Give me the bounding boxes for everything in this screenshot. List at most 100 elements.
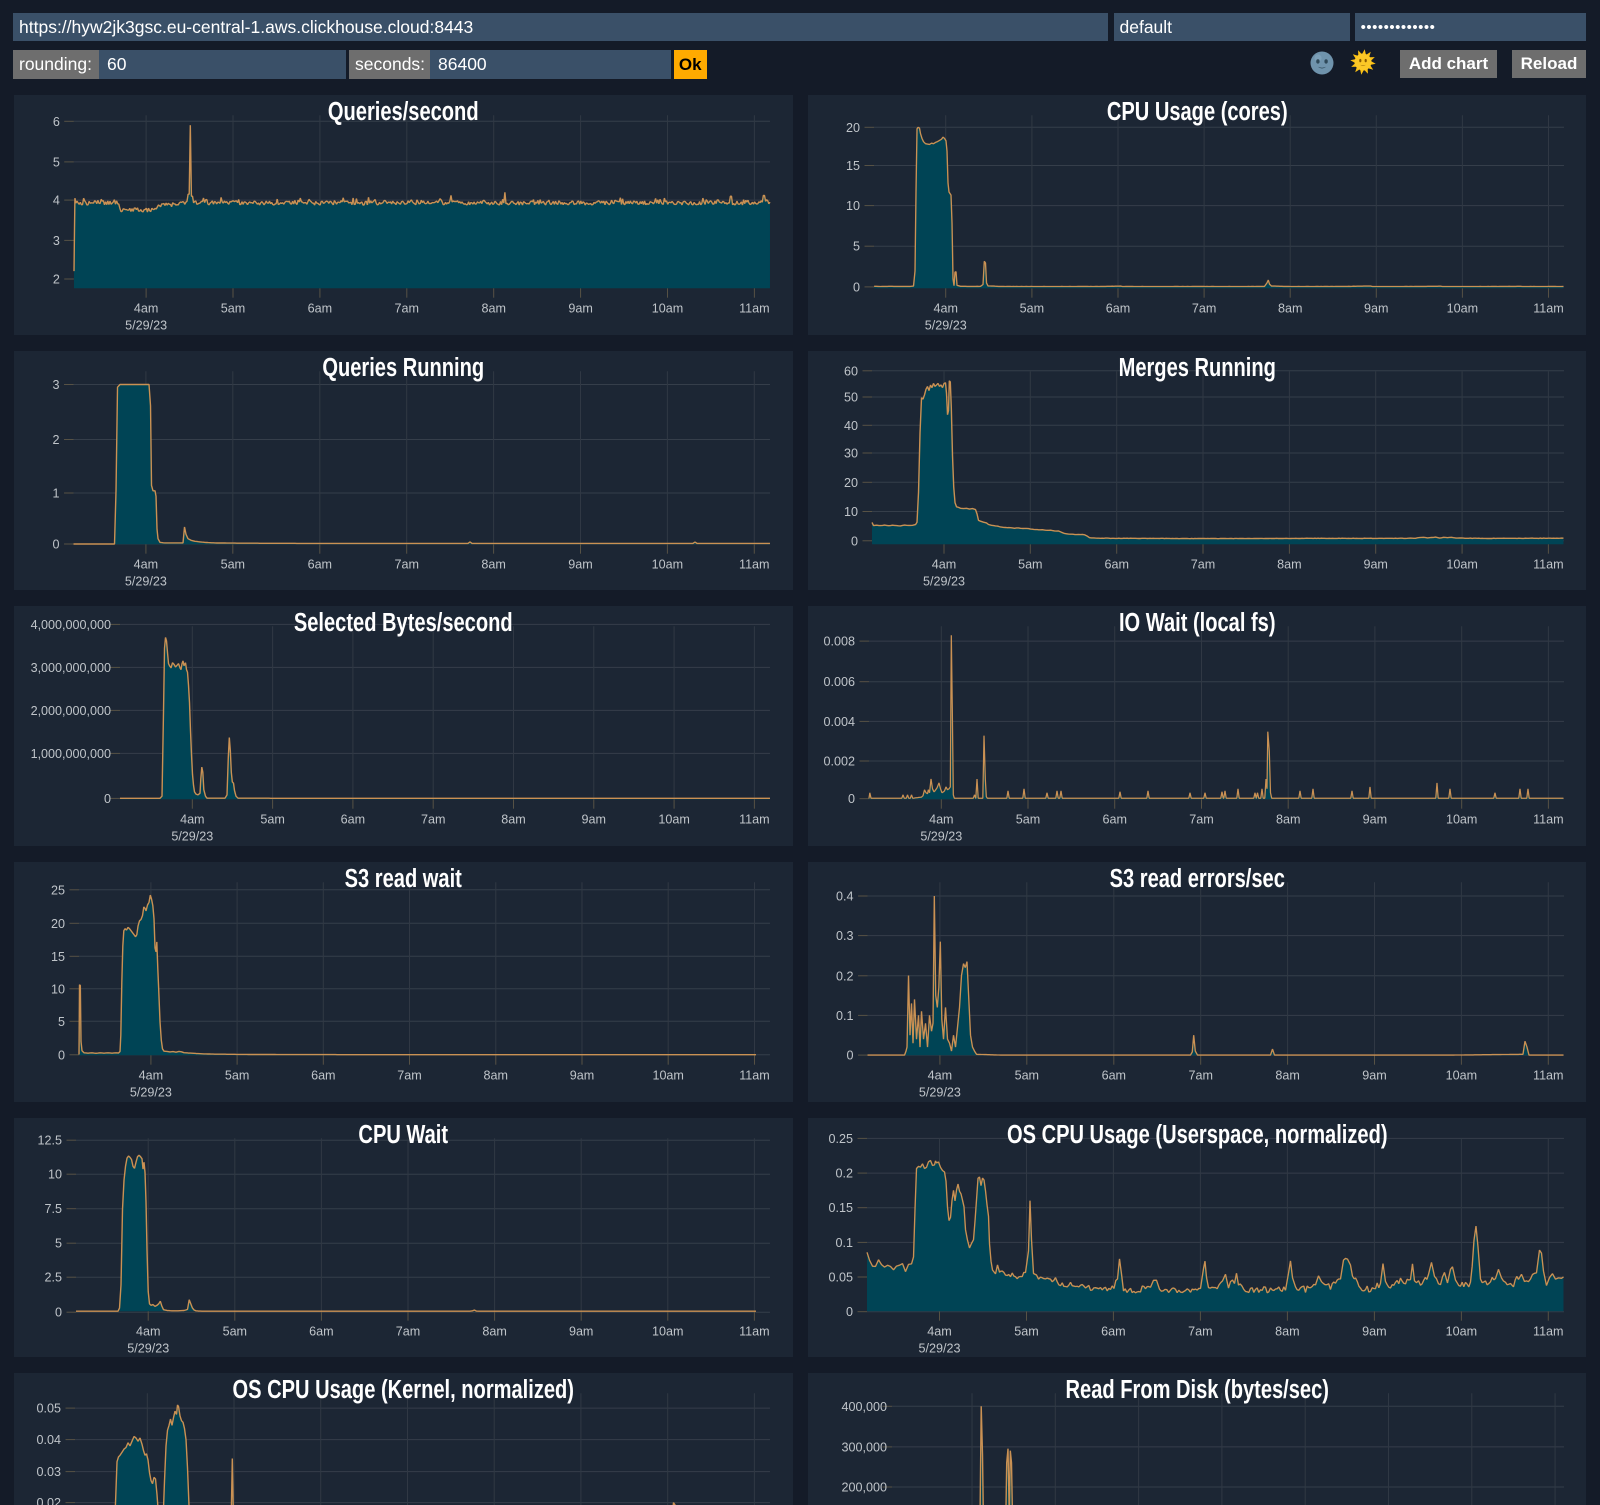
svg-text:5am: 5am xyxy=(1019,302,1043,316)
svg-text:5: 5 xyxy=(53,155,60,169)
svg-text:CPU Wait: CPU Wait xyxy=(358,1119,448,1148)
svg-text:11am: 11am xyxy=(739,1324,770,1338)
svg-text:0.05: 0.05 xyxy=(828,1270,852,1284)
svg-text:10: 10 xyxy=(51,982,65,996)
svg-text:5/29/23: 5/29/23 xyxy=(918,1086,960,1100)
svg-text:0: 0 xyxy=(851,534,858,548)
svg-text:15: 15 xyxy=(846,159,860,173)
svg-text:0: 0 xyxy=(53,537,60,551)
svg-text:9am: 9am xyxy=(568,557,592,571)
svg-text:5/29/23: 5/29/23 xyxy=(130,1086,172,1100)
svg-text:0.04: 0.04 xyxy=(37,1433,61,1447)
svg-text:OS CPU Usage (Userspace, norma: OS CPU Usage (Userspace, normalized) xyxy=(1006,1119,1387,1148)
svg-text:4am: 4am xyxy=(134,302,158,316)
svg-text:0: 0 xyxy=(58,1048,65,1062)
svg-text:5am: 5am xyxy=(225,1069,249,1083)
svg-text:4am: 4am xyxy=(927,1069,951,1083)
svg-text:10am: 10am xyxy=(1446,557,1477,571)
svg-text:0.2: 0.2 xyxy=(835,1166,853,1180)
svg-text:5/29/23: 5/29/23 xyxy=(924,319,966,333)
svg-text:6: 6 xyxy=(53,115,60,129)
svg-text:20: 20 xyxy=(844,475,858,489)
svg-text:9am: 9am xyxy=(570,1069,594,1083)
svg-text:4am: 4am xyxy=(180,813,204,827)
svg-text:7am: 7am xyxy=(397,1069,421,1083)
svg-text:10: 10 xyxy=(846,199,860,213)
svg-text:0.006: 0.006 xyxy=(823,676,854,690)
svg-text:5/29/23: 5/29/23 xyxy=(918,1341,960,1355)
svg-text:11am: 11am xyxy=(1533,302,1564,316)
svg-text:5/29/23: 5/29/23 xyxy=(127,1341,169,1355)
svg-text:3: 3 xyxy=(53,234,60,248)
svg-text:8am: 8am xyxy=(1275,813,1299,827)
svg-text:11am: 11am xyxy=(739,1069,770,1083)
svg-text:5/29/23: 5/29/23 xyxy=(171,830,213,844)
svg-text:5am: 5am xyxy=(221,557,245,571)
svg-text:9am: 9am xyxy=(1362,1069,1386,1083)
svg-text:7am: 7am xyxy=(396,1324,420,1338)
svg-text:30: 30 xyxy=(844,446,858,460)
svg-text:0.15: 0.15 xyxy=(828,1201,852,1215)
svg-text:5am: 5am xyxy=(1018,557,1042,571)
svg-text:0.05: 0.05 xyxy=(37,1402,61,1416)
svg-text:0.02: 0.02 xyxy=(37,1496,61,1505)
svg-text:0: 0 xyxy=(104,792,111,806)
svg-text:6am: 6am xyxy=(309,1324,333,1338)
svg-text:6am: 6am xyxy=(1101,1324,1125,1338)
svg-text:0: 0 xyxy=(848,793,855,807)
svg-text:11am: 11am xyxy=(1533,813,1564,827)
svg-text:8am: 8am xyxy=(501,813,525,827)
svg-text:3: 3 xyxy=(53,378,60,392)
svg-text:4am: 4am xyxy=(931,557,955,571)
svg-text:6am: 6am xyxy=(341,813,365,827)
svg-text:0: 0 xyxy=(846,1049,853,1063)
svg-text:15: 15 xyxy=(51,950,65,964)
svg-text:10am: 10am xyxy=(652,557,683,571)
svg-text:6am: 6am xyxy=(311,1069,335,1083)
svg-text:IO Wait (local fs): IO Wait (local fs) xyxy=(1118,608,1275,637)
svg-text:2.5: 2.5 xyxy=(45,1270,63,1284)
svg-text:10am: 10am xyxy=(652,1069,683,1083)
svg-text:7am: 7am xyxy=(394,557,418,571)
svg-text:6am: 6am xyxy=(308,302,332,316)
svg-text:5: 5 xyxy=(55,1236,62,1250)
svg-text:9am: 9am xyxy=(1362,813,1386,827)
svg-text:6am: 6am xyxy=(308,557,332,571)
svg-text:10am: 10am xyxy=(1445,1069,1476,1083)
svg-text:4,000,000,000: 4,000,000,000 xyxy=(31,618,111,632)
svg-text:9am: 9am xyxy=(1363,557,1387,571)
svg-text:7am: 7am xyxy=(1188,1069,1212,1083)
svg-text:11am: 11am xyxy=(739,813,770,827)
svg-text:40: 40 xyxy=(844,418,858,432)
svg-text:7.5: 7.5 xyxy=(45,1202,63,1216)
svg-text:1: 1 xyxy=(53,486,60,500)
svg-text:0: 0 xyxy=(853,280,860,294)
svg-text:5am: 5am xyxy=(1015,813,1039,827)
svg-text:5/29/23: 5/29/23 xyxy=(920,830,962,844)
svg-text:8am: 8am xyxy=(481,557,505,571)
svg-text:4am: 4am xyxy=(139,1069,163,1083)
svg-text:10: 10 xyxy=(844,505,858,519)
svg-text:8am: 8am xyxy=(484,1069,508,1083)
svg-text:0: 0 xyxy=(846,1305,853,1319)
svg-text:3,000,000,000: 3,000,000,000 xyxy=(31,661,111,675)
svg-text:10: 10 xyxy=(48,1167,62,1181)
svg-text:4am: 4am xyxy=(929,813,953,827)
svg-text:50: 50 xyxy=(844,390,858,404)
svg-text:7am: 7am xyxy=(1190,557,1214,571)
svg-text:7am: 7am xyxy=(1189,813,1213,827)
svg-text:Queries Running: Queries Running xyxy=(322,352,484,381)
svg-text:0.1: 0.1 xyxy=(835,1236,853,1250)
svg-text:5/29/23: 5/29/23 xyxy=(125,574,167,588)
svg-text:5am: 5am xyxy=(1014,1069,1038,1083)
svg-text:5: 5 xyxy=(58,1015,65,1029)
svg-text:11am: 11am xyxy=(739,302,770,316)
svg-text:11am: 11am xyxy=(1533,1324,1564,1338)
svg-text:8am: 8am xyxy=(1277,557,1301,571)
svg-text:10am: 10am xyxy=(1445,1324,1476,1338)
svg-text:20: 20 xyxy=(51,917,65,931)
svg-text:5am: 5am xyxy=(223,1324,247,1338)
svg-text:4am: 4am xyxy=(927,1324,951,1338)
svg-text:5/29/23: 5/29/23 xyxy=(923,574,965,588)
svg-text:S3 read errors/sec: S3 read errors/sec xyxy=(1109,864,1284,893)
